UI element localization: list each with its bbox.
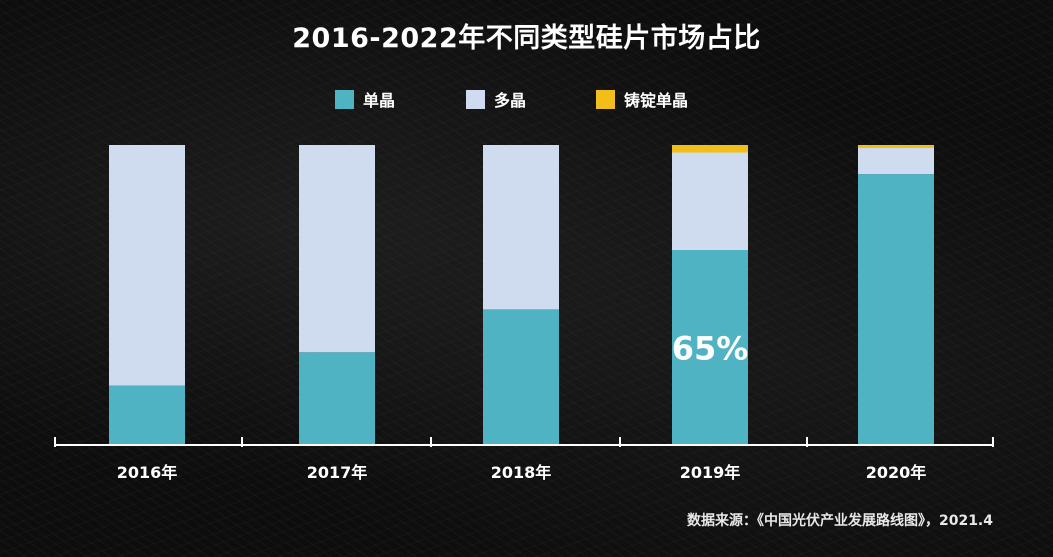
bar-segment-2-2 [299,145,375,353]
bar-segment-2-5 [858,148,934,175]
legend-item-mono: 单晶 [335,86,395,112]
bar-segment-1-5 [858,174,934,445]
bar-segment-1-3 [483,309,559,445]
bar-segment-2-3 [483,145,559,310]
x-tick-label-5: 2020年 [866,463,927,482]
legend-label-cast-mono: 铸锭单晶 [624,91,689,110]
x-tick-label-4: 2019年 [680,463,741,482]
legend-swatch-multi [466,89,485,109]
x-tick-label-1: 2016年 [117,463,178,482]
legend-label-multi: 多晶 [494,91,527,110]
bar-segment-2-4 [672,152,748,250]
chart-legend: 单晶 多晶 铸锭单晶 [0,86,1053,112]
data-label-1: 65% [672,330,749,368]
legend-swatch-cast-mono [596,89,615,109]
legend-swatch-mono [335,89,354,109]
data-source-note: 数据来源：《中国光伏产业发展路线图》，2021.4 [686,513,993,529]
bar-segment-1-1 [109,385,185,445]
x-tick-label-2: 2017年 [307,463,368,482]
chart-title: 2016-2022年不同类型硅片市场占比 [292,23,761,54]
legend-item-cast-mono: 铸锭单晶 [596,86,688,112]
bar-segment-3-5 [858,145,934,148]
bar-segment-1-2 [299,352,375,445]
bar-segment-3-4 [672,145,748,153]
legend-item-multi: 多晶 [466,86,526,112]
legend-label-mono: 单晶 [363,91,396,110]
bar-segment-2-1 [109,145,185,386]
bar-segment-1-4 [672,250,748,445]
x-tick-label-3: 2018年 [491,463,552,482]
